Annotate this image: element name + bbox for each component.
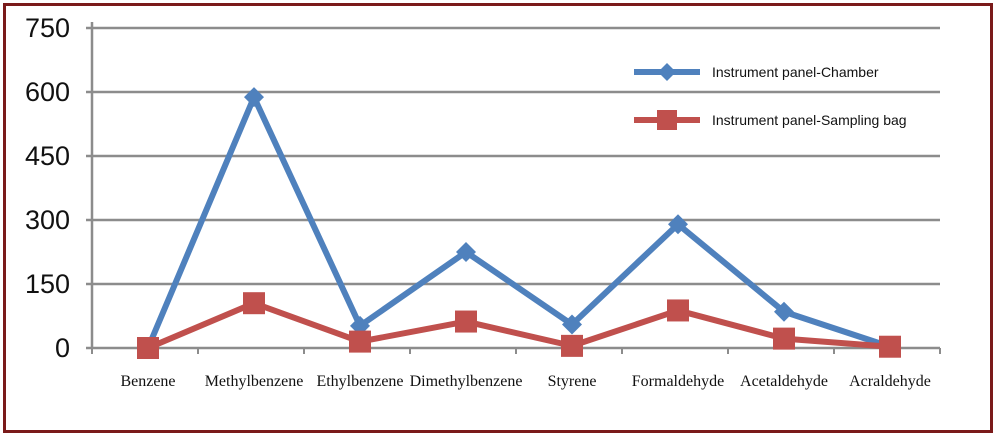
x-tick-label: Styrene bbox=[548, 373, 597, 390]
y-tick-label: 750 bbox=[25, 13, 70, 43]
legend-marker-diamond bbox=[658, 63, 676, 81]
data-point-square bbox=[243, 292, 265, 315]
x-tick-label: Acraldehyde bbox=[849, 373, 931, 390]
y-tick-label: 300 bbox=[25, 205, 70, 235]
data-point-diamond bbox=[774, 301, 794, 322]
legend-label-2: Instrument panel-Sampling bag bbox=[712, 112, 907, 128]
x-tick-label: Acetaldehyde bbox=[740, 373, 828, 390]
legend-label-1: Instrument panel-Chamber bbox=[712, 64, 879, 80]
y-tick-label: 600 bbox=[25, 77, 70, 107]
chart-frame bbox=[3, 3, 993, 433]
data-point-square bbox=[667, 299, 689, 322]
x-tick-label: Dimethylbenzene bbox=[410, 373, 523, 390]
y-tick-label: 150 bbox=[25, 269, 70, 299]
data-point-diamond bbox=[562, 314, 582, 335]
data-point-square bbox=[137, 337, 159, 359]
x-tick-label: Ethylbenzene bbox=[316, 373, 403, 390]
data-point-diamond bbox=[668, 214, 688, 235]
data-point-square bbox=[561, 334, 583, 357]
series-line-1 bbox=[145, 94, 891, 350]
series-line-2 bbox=[146, 300, 891, 351]
y-axis: 0 150 300 450 600 750 bbox=[25, 13, 94, 363]
x-tick-label: Benzene bbox=[120, 373, 175, 390]
x-tick-label: Methylbenzene bbox=[205, 373, 304, 390]
data-point-square bbox=[879, 335, 901, 358]
data-point-square bbox=[455, 310, 477, 333]
data-point-diamond bbox=[244, 87, 264, 108]
data-point-square bbox=[773, 327, 795, 350]
legend: Instrument panel-Chamber Instrument panel… bbox=[634, 63, 907, 130]
y-tick-label: 0 bbox=[55, 333, 70, 363]
legend-marker-square bbox=[657, 110, 677, 130]
series-group bbox=[137, 87, 901, 359]
grid-lines bbox=[86, 26, 940, 350]
data-point-square bbox=[349, 330, 371, 353]
y-tick-label: 450 bbox=[25, 141, 70, 171]
x-tick-label: Formaldehyde bbox=[632, 373, 724, 390]
x-axis: Benzene Methylbenzene Ethylbenzene Dimethyl… bbox=[91, 348, 941, 390]
data-point-diamond bbox=[456, 242, 476, 262]
